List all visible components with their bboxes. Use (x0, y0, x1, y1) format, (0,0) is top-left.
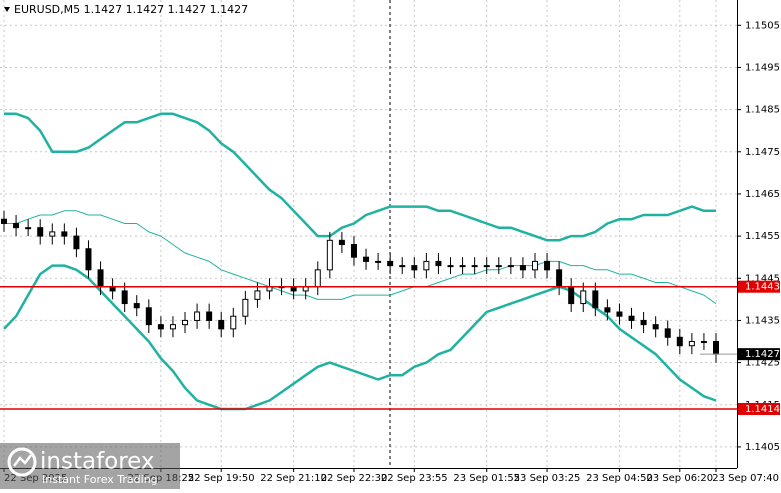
level-tag-label: 1.1414 (745, 404, 780, 415)
x-tick-label: 23 Sep 01:55 (453, 473, 520, 484)
y-tick-label: 1.1495 (745, 62, 780, 73)
candle-body (182, 319, 189, 326)
level-tag (738, 402, 780, 415)
candle-body (61, 231, 68, 237)
candle-body (688, 341, 695, 347)
candle-body (544, 260, 551, 271)
candle-body (459, 265, 466, 268)
candle-body (664, 328, 671, 338)
candle-body (556, 269, 563, 288)
logo-icon-arrow (13, 454, 32, 467)
candle-body (338, 239, 345, 246)
x-tick-label: 23 Sep 03:25 (514, 473, 581, 484)
candle-body (435, 260, 442, 267)
axes: 1.14051.14151.14251.14351.14451.14551.14… (3, 20, 780, 484)
candle-body (254, 290, 261, 300)
logo-tagline: Instant Forex Trading (42, 473, 158, 486)
candle-body (97, 269, 104, 288)
candle-body (507, 265, 514, 268)
candle-body (218, 319, 225, 330)
plot (0, 112, 737, 411)
candle-body (230, 315, 237, 330)
level-tag (738, 280, 780, 293)
y-tick-label: 1.1405 (745, 442, 780, 453)
grid (0, 0, 737, 468)
candle-body (471, 265, 478, 268)
candle-body (363, 256, 370, 262)
last-price-tag (738, 348, 780, 361)
logo-icon (7, 447, 37, 477)
candle-body (616, 311, 623, 317)
x-tick-label: 22 Sep 21:10 (260, 473, 327, 484)
candle-body (37, 227, 44, 237)
logo-brand: instaforex (40, 449, 155, 475)
candle-body (399, 265, 406, 268)
x-tick-label: 22 Sep 19:50 (188, 473, 255, 484)
candle-body (25, 227, 32, 230)
x-tick-label: 22 Sep 23:55 (381, 473, 448, 484)
y-tick-label: 1.1435 (745, 315, 780, 326)
candle-body (145, 307, 152, 326)
candle-body (447, 265, 454, 268)
x-tick-label: 23 Sep 04:50 (586, 473, 653, 484)
candle-body (13, 222, 20, 229)
chart-title: EURUSD,M5 1.1427 1.1427 1.1427 1.1427 (14, 3, 248, 16)
candle-body (375, 260, 382, 263)
candle-body (194, 311, 201, 321)
y-tick-label: 1.1465 (745, 189, 780, 200)
candle-body (592, 290, 599, 309)
candle-body (411, 265, 418, 271)
candle-body (640, 319, 647, 326)
band-line (4, 210, 717, 305)
band-line (3, 264, 717, 411)
y-tick-label: 1.1455 (745, 231, 780, 242)
candle-body (1, 218, 7, 224)
candle-body (676, 336, 683, 347)
candle-body (157, 324, 164, 330)
candle-body (133, 303, 140, 309)
level-tag-label: 1.1443 (745, 282, 780, 293)
candle-body (242, 298, 249, 317)
candle-body (169, 324, 176, 330)
candle-body (568, 286, 575, 305)
candle-body (700, 341, 707, 344)
candle-body (483, 265, 490, 268)
y-tick-label: 1.1445 (745, 273, 780, 284)
candle-body (350, 244, 357, 258)
x-tick-label: 23 Sep 06:20 (646, 473, 713, 484)
candle-body (580, 290, 587, 305)
candle-body (628, 315, 635, 321)
candle-body (206, 311, 213, 321)
x-tick-label: 23 Sep 07:40 (712, 473, 779, 484)
candle-body (314, 269, 321, 288)
candle-body (49, 231, 56, 237)
candle-body (121, 290, 128, 305)
candle-body (713, 341, 719, 355)
candle-body (423, 260, 430, 271)
candle-body (73, 235, 80, 250)
last-price-label: 1.1427 (745, 349, 780, 360)
candle-body (531, 260, 538, 271)
candle-body (387, 260, 394, 267)
y-tick-label: 1.1505 (745, 20, 780, 31)
candle-body (495, 265, 502, 268)
logo: instaforex Instant Forex Trading (0, 443, 180, 489)
band-line (4, 112, 716, 242)
x-tick-label: 22 Sep 22:30 (321, 473, 388, 484)
y-tick-label: 1.1475 (745, 147, 780, 158)
candle-body (652, 324, 659, 330)
candle-body (604, 307, 611, 313)
candle-body (85, 248, 92, 271)
candle-body (326, 239, 333, 271)
y-tick-label: 1.1485 (745, 105, 780, 116)
y-tick-label: 1.1425 (745, 358, 780, 369)
symbol-triangle (4, 7, 10, 12)
candle-body (519, 265, 526, 271)
